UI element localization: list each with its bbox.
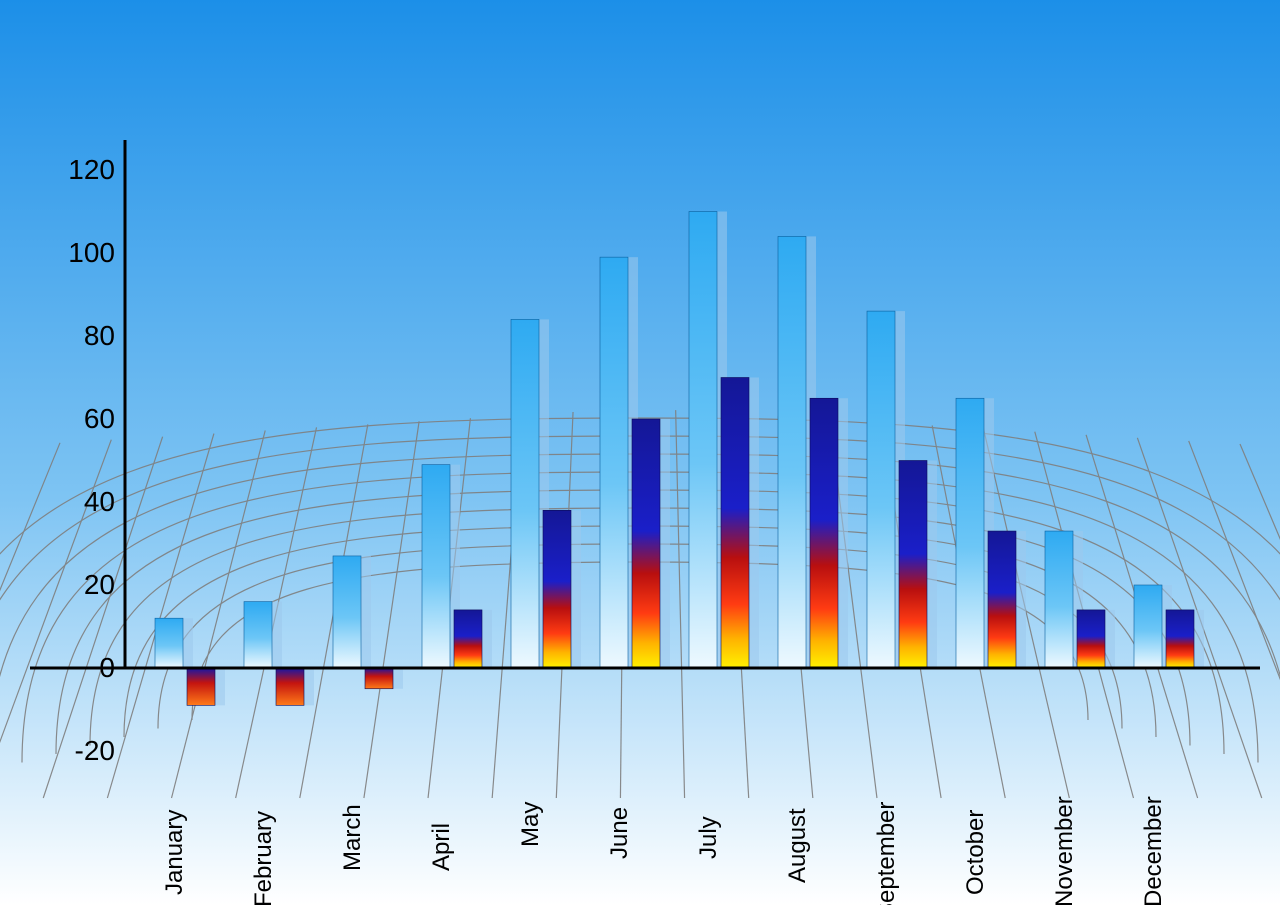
bar-b-11: [1166, 610, 1194, 668]
bar-b-8: [899, 461, 927, 669]
bar-b-0: [187, 668, 215, 705]
bar-a-4: [511, 319, 539, 668]
month-label-june: June: [606, 807, 634, 859]
bar-a-0: [155, 618, 183, 668]
bar-b-5: [632, 419, 660, 668]
bar-a-6: [689, 212, 717, 669]
bar-b-9: [988, 531, 1016, 668]
y-tick-60: 60: [55, 403, 115, 435]
month-label-may: May: [517, 802, 545, 847]
bar-a-5: [600, 257, 628, 668]
bar-b-6: [721, 378, 749, 669]
y-tick-80: 80: [55, 320, 115, 352]
chart-container: -20 0 20 40 60 80 100 120 January February March A…: [0, 0, 1280, 905]
bar-b-4: [543, 510, 571, 668]
y-tick--20: -20: [55, 735, 115, 767]
bar-a-10: [1045, 531, 1073, 668]
bar-a-1: [244, 602, 272, 668]
month-label-december: December: [1140, 796, 1168, 905]
month-label-january: January: [161, 810, 189, 895]
bar-a-2: [333, 556, 361, 668]
month-label-april: April: [428, 823, 456, 871]
month-label-february: February: [250, 811, 278, 905]
bar-b-1: [276, 668, 304, 705]
month-label-august: August: [784, 808, 812, 883]
bar-a-11: [1134, 585, 1162, 668]
bar-a-3: [422, 465, 450, 668]
bar-a-9: [956, 398, 984, 668]
bar-b-10: [1077, 610, 1105, 668]
bar-b-2: [365, 668, 393, 689]
y-tick-40: 40: [55, 486, 115, 518]
bar-b-7: [810, 398, 838, 668]
month-label-july: July: [695, 816, 723, 859]
month-label-november: November: [1051, 796, 1079, 905]
y-tick-100: 100: [55, 237, 115, 269]
monthly-bar-chart: [0, 0, 1280, 905]
bar-a-8: [867, 311, 895, 668]
month-label-september: September: [873, 802, 901, 905]
y-tick-0: 0: [55, 652, 115, 684]
month-label-october: October: [962, 810, 990, 895]
month-label-march: March: [339, 804, 367, 871]
bar-b-3: [454, 610, 482, 668]
y-tick-120: 120: [55, 154, 115, 186]
y-tick-20: 20: [55, 569, 115, 601]
bar-a-7: [778, 236, 806, 668]
